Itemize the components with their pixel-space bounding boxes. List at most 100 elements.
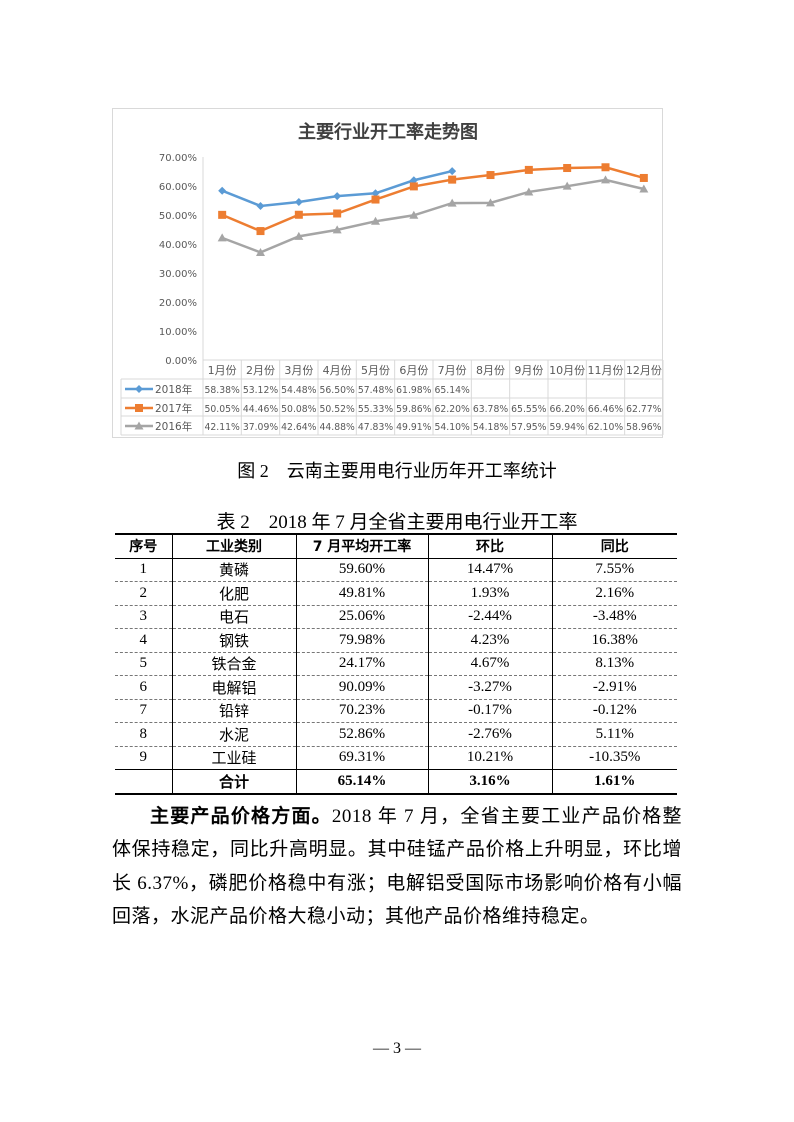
table-cell: 5.11% (551, 722, 677, 747)
page-number: — 3 — (373, 1040, 421, 1057)
data-point (409, 176, 418, 185)
table-cell: -0.17% (427, 699, 553, 723)
table-cell: 铅锌 (171, 699, 297, 723)
table-cell: -2.76% (427, 722, 553, 747)
table-cell: 25.06% (295, 605, 429, 629)
data-table-value: 49.91% (396, 422, 431, 433)
data-point (333, 209, 342, 218)
table-cell: 65.14% (295, 769, 429, 795)
table-cell: 9 (115, 746, 173, 770)
data-point (333, 192, 342, 201)
legend-label: 2016年 (155, 420, 192, 433)
data-table-value: 50.52% (320, 404, 355, 415)
table-cell: 铁合金 (171, 652, 297, 676)
data-point (371, 216, 380, 225)
data-point (256, 227, 265, 236)
table-cell: 工业硅 (171, 746, 297, 770)
y-tick-label: 60.00% (159, 182, 197, 193)
data-table-value: 54.48% (281, 385, 316, 396)
data-point (218, 210, 227, 219)
data-table-value: 58.96% (626, 422, 661, 433)
series-line-2016年 (221, 178, 645, 254)
data-point (218, 186, 227, 195)
table-header-row: 序号 工业类别 7 月平均开工率 环比 同比 (115, 533, 677, 559)
data-table-value: 37.09% (243, 422, 278, 433)
data-point (294, 198, 303, 207)
data-table-value: 50.08% (281, 404, 316, 415)
data-table-value: 54.18% (473, 422, 508, 433)
data-table-value: 57.48% (358, 385, 393, 396)
data-table-value: 47.83% (358, 422, 393, 433)
line-chart: 主要行业开工率走势图 0.00% 10.00% 20.00% 30.00% 40.00% 5… (112, 108, 664, 438)
x-category-label: 3月份 (284, 364, 313, 377)
table-cell: 7 (115, 699, 173, 723)
table-cell: 16.38% (551, 628, 677, 653)
table-cell: 79.98% (295, 628, 429, 653)
data-table-value: 66.20% (550, 404, 585, 415)
y-tick-label: 20.00% (159, 298, 197, 309)
column-header: 工业类别 (171, 533, 297, 559)
data-table-value: 53.12% (243, 385, 278, 396)
data-table-value: 56.50% (320, 385, 355, 396)
table-cell: -10.35% (551, 746, 677, 770)
table-row: 4 钢铁 79.98% 4.23% 16.38% (115, 628, 677, 653)
table-cell: 69.31% (295, 746, 429, 770)
data-point (601, 163, 610, 172)
data-table-value: 44.46% (243, 404, 278, 415)
paragraph-lead: 主要产品价格方面。 (150, 805, 332, 827)
data-table-value: 62.77% (626, 404, 661, 415)
data-point (448, 175, 457, 184)
data-table-value: 61.98% (396, 385, 431, 396)
column-header: 序号 (115, 533, 173, 559)
table-cell: 90.09% (295, 675, 429, 700)
table-cell: 3.16% (427, 769, 553, 795)
y-tick-label: 70.00% (159, 153, 197, 164)
data-table-value: 55.33% (358, 404, 393, 415)
table-cell: 4.67% (427, 652, 553, 676)
table-cell (115, 769, 173, 795)
data-point (639, 184, 649, 193)
x-category-label: 6月份 (399, 364, 428, 377)
x-category-label: 1月份 (208, 364, 237, 377)
legend-label: 2017年 (155, 402, 192, 415)
table-cell: 8.13% (551, 652, 677, 676)
table-cell: 黄磷 (171, 558, 297, 582)
data-table-value: 59.94% (550, 422, 585, 433)
table-cell: 4 (115, 628, 173, 653)
data-point (332, 225, 342, 234)
data-point (217, 233, 227, 242)
table-cell: -2.91% (551, 675, 677, 700)
legend-label: 2018年 (155, 383, 192, 396)
x-category-label: 5月份 (361, 364, 390, 377)
table-cell: 59.60% (295, 558, 429, 582)
table-cell: -3.27% (427, 675, 553, 700)
table-cell: 电解铝 (171, 675, 297, 700)
table-cell: -3.48% (551, 605, 677, 629)
table-cell: 5 (115, 652, 173, 676)
data-table-value: 54.10% (435, 422, 470, 433)
data-table-value: 59.86% (396, 404, 431, 415)
operating-rate-table: 序号 工业类别 7 月平均开工率 环比 同比 1 黄磷 59.60% 14.47% 7.55% 2… (115, 533, 677, 795)
column-header: 7 月平均开工率 (295, 533, 429, 559)
data-table-value: 65.55% (511, 404, 546, 415)
legend-marker (134, 421, 144, 430)
legend-marker (135, 385, 143, 393)
y-tick-label: 0.00% (165, 356, 197, 367)
table-cell: 电石 (171, 605, 297, 629)
table-cell: 14.47% (427, 558, 553, 582)
y-tick-label: 10.00% (159, 327, 197, 338)
table-cell: 70.23% (295, 699, 429, 723)
table-cell: 6 (115, 675, 173, 700)
legend-marker (135, 404, 143, 412)
x-category-label: 10月份 (549, 364, 585, 377)
data-table-value: 50.05% (205, 404, 240, 415)
data-table-value: 63.78% (473, 404, 508, 415)
data-point (294, 210, 303, 219)
data-point (563, 164, 572, 173)
y-tick-label: 40.00% (159, 240, 197, 251)
table-row: 5 铁合金 24.17% 4.67% 8.13% (115, 652, 677, 676)
table-row: 7 铅锌 70.23% -0.17% -0.12% (115, 699, 677, 723)
x-category-label: 2月份 (246, 364, 275, 377)
x-category-label: 7月份 (438, 364, 467, 377)
data-point (256, 201, 265, 210)
